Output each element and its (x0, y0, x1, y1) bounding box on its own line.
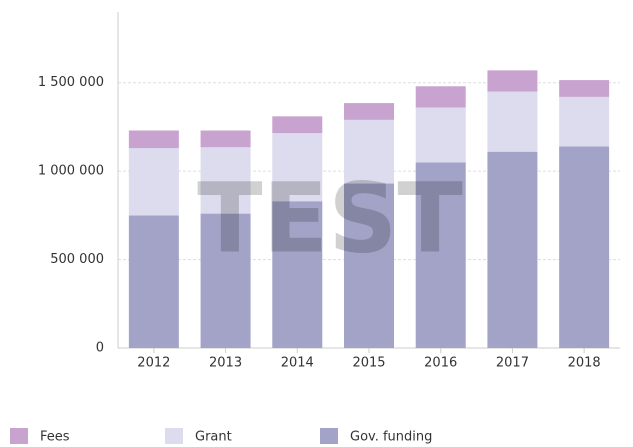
legend-swatch (320, 428, 338, 444)
bar-segment (272, 133, 323, 202)
x-tick-label: 2016 (424, 356, 457, 371)
bar-segment (559, 80, 610, 97)
bar-segment (344, 103, 394, 120)
bar-segment (272, 116, 323, 134)
bar-segment (487, 70, 538, 92)
bar-segment (128, 130, 179, 149)
bar-segment (415, 107, 466, 163)
bar-segment (128, 148, 179, 216)
y-tick-label: 1 500 000 (38, 75, 104, 90)
x-tick-label: 2017 (496, 356, 529, 371)
bar-segment (487, 91, 538, 152)
bar-segment (128, 215, 179, 348)
bar-segment (344, 119, 394, 184)
x-tick-label: 2018 (568, 356, 601, 371)
x-tick-label: 2013 (209, 356, 242, 371)
x-tick-label: 2012 (137, 356, 170, 371)
x-tick-label: 2015 (352, 356, 385, 371)
bar-segment (200, 130, 251, 148)
bar-segment (272, 201, 323, 348)
y-tick-label: 0 (96, 341, 104, 356)
bar-segment (415, 162, 466, 348)
watermark: TEST (197, 162, 463, 274)
y-tick-label: 500 000 (50, 252, 104, 267)
legend-label: Grant (195, 430, 232, 445)
bar-segment (487, 151, 538, 348)
bar-segment (200, 213, 251, 348)
bar-segment (559, 96, 610, 147)
legend-label: Gov. funding (350, 430, 432, 445)
legend-swatch (10, 428, 28, 444)
bar-segment (559, 146, 610, 348)
bar-segment (200, 147, 251, 214)
bar-segment (344, 183, 394, 348)
legend-label: Fees (40, 430, 70, 445)
legend-swatch (165, 428, 183, 444)
bar-segment (415, 86, 466, 108)
y-tick-label: 1 000 000 (38, 164, 104, 179)
x-tick-label: 2014 (281, 356, 314, 371)
